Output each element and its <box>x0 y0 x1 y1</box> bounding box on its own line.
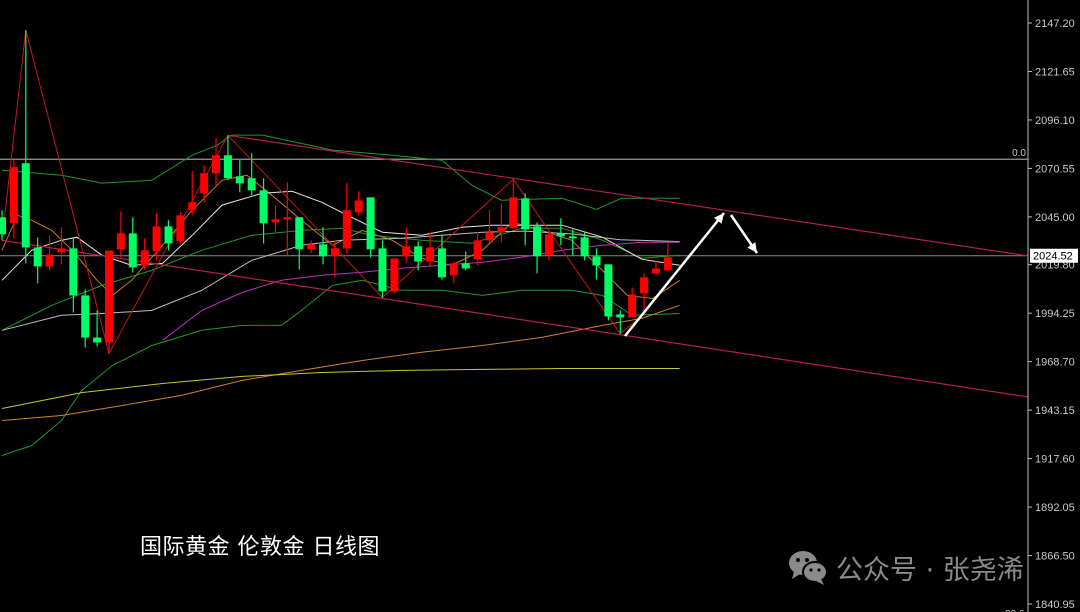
candle-bullish <box>402 246 411 257</box>
candle-bearish <box>604 264 613 317</box>
candle-bearish <box>556 233 565 237</box>
candle-bullish <box>9 167 18 224</box>
candle-bearish <box>81 295 90 338</box>
y-tick-label: 2070.55 <box>1035 163 1075 175</box>
channel-lower-line <box>1 239 1028 398</box>
candle-bullish <box>473 240 482 260</box>
candle-bullish <box>497 227 506 233</box>
watermark-text: 公众号 · 张尧浠 <box>836 555 1024 586</box>
candle-bearish <box>295 217 304 250</box>
candle-bullish <box>140 250 149 266</box>
down-arrow-head <box>747 242 757 253</box>
candle-bullish <box>628 294 637 318</box>
candle-bullish <box>271 219 280 223</box>
candle-bullish <box>200 173 209 194</box>
candle-bullish <box>651 268 660 274</box>
y-tick-label: 1943.15 <box>1035 405 1075 417</box>
candle-bullish <box>544 234 553 256</box>
y-tick-label: 1994.25 <box>1035 308 1075 320</box>
ma-purple-line <box>162 241 680 341</box>
candle-bullish <box>640 277 649 294</box>
y-tick-label: 1892.05 <box>1035 502 1075 514</box>
candle-bullish <box>330 248 339 257</box>
candle-bearish <box>533 226 542 257</box>
ma-orange-long-line <box>1 304 680 421</box>
candle-bearish <box>21 163 30 248</box>
candle-bullish <box>188 202 197 211</box>
current-price-box <box>1030 248 1078 263</box>
candle-bearish <box>437 248 446 278</box>
wechat-icon <box>789 550 828 585</box>
bollinger-upper-line <box>1 134 680 210</box>
ma-white-line <box>1 190 680 281</box>
y-tick-label: 2147.20 <box>1035 18 1075 30</box>
zigzag-line <box>1 29 637 355</box>
level-line-label: 0.0 <box>1012 148 1026 159</box>
candle-bullish <box>509 197 518 229</box>
candle-bearish <box>33 247 42 267</box>
watermark: 公众号 · 张尧浠 <box>788 548 1024 587</box>
bollinger-middle-line <box>1 227 680 331</box>
candle-bearish <box>259 190 268 224</box>
candle-bearish <box>128 233 137 268</box>
candle-bearish <box>521 198 530 230</box>
candle-bearish <box>235 176 244 184</box>
current-price-label: 2024.52 <box>1033 251 1073 263</box>
candle-bearish <box>69 248 78 296</box>
candle-bullish <box>485 232 494 241</box>
up-arrow-head <box>714 213 724 224</box>
y-tick-label: 1840.95 <box>1035 599 1075 611</box>
channel-upper-line <box>227 134 1028 257</box>
candle-bearish <box>164 226 173 244</box>
y-tick-label: 2121.65 <box>1035 66 1075 78</box>
y-tick-label: 1866.50 <box>1035 551 1075 563</box>
candle-bearish <box>461 263 470 269</box>
candle-bullish <box>152 226 161 252</box>
candle-bullish <box>45 254 54 267</box>
candle-bullish <box>663 257 672 271</box>
candle-bearish <box>568 236 577 239</box>
candle-bullish <box>426 247 435 262</box>
y-tick-label: 1917.60 <box>1035 454 1075 466</box>
candle-bearish <box>366 197 375 250</box>
candle-bearish <box>223 155 232 179</box>
candle-bullish <box>116 233 125 250</box>
chart-title: 国际黄金 伦敦金 日线图 <box>140 535 380 560</box>
candle-bullish <box>390 258 399 292</box>
candle-bearish <box>93 337 102 343</box>
ma-yellow-line <box>1 368 680 409</box>
candle-bearish <box>378 248 387 292</box>
candle-bullish <box>212 155 221 174</box>
candle-bullish <box>283 217 292 220</box>
candle-bearish <box>247 178 256 191</box>
candle-bullish <box>307 244 316 250</box>
up-arrow <box>624 212 725 337</box>
candle-bearish <box>0 217 6 235</box>
y-tick-label: 1968.70 <box>1035 357 1075 369</box>
ma-silver-line <box>1 230 680 331</box>
candle-bullish <box>354 200 363 213</box>
candle-bearish <box>616 314 625 318</box>
bollinger-lower-line <box>1 279 680 456</box>
y-tick-label: 2096.10 <box>1035 115 1075 127</box>
y-tick-label: 2045.00 <box>1035 212 1075 224</box>
candle-bullish <box>342 210 351 249</box>
candle-bullish <box>176 215 185 242</box>
candle-bullish <box>57 248 66 253</box>
candle-bullish <box>449 263 458 276</box>
candle-bearish <box>592 256 601 266</box>
candle-bearish <box>414 246 423 262</box>
candle-bearish <box>319 244 328 257</box>
ma-fast-line <box>1 174 680 300</box>
bottom-partial-label: 22.6 <box>1005 609 1025 612</box>
candle-bullish <box>105 250 114 343</box>
candle-bearish <box>580 237 589 257</box>
